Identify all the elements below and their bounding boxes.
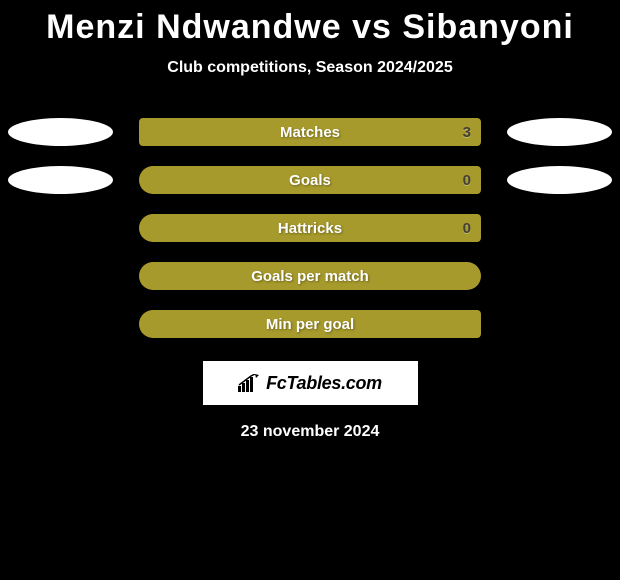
stat-value: 0 [463,172,471,189]
stats-list: Matches 3 Goals 0 Hattricks 0 Goals per match M… [0,117,620,339]
stat-row: Goals per match [0,261,620,291]
barchart-icon [238,374,260,392]
main-container: Menzi Ndwandwe vs Sibanyoni Club competi… [0,0,620,441]
player-right-ellipse [507,118,612,146]
stat-row: Min per goal [0,309,620,339]
stat-value: 3 [463,124,471,141]
stat-row: Goals 0 [0,165,620,195]
stat-bar: Goals 0 [139,166,481,194]
stat-row: Hattricks 0 [0,213,620,243]
stat-label: Goals [289,172,331,189]
stat-bar: Goals per match [139,262,481,290]
page-title: Menzi Ndwandwe vs Sibanyoni [0,8,620,47]
page-date: 23 november 2024 [0,423,620,441]
stat-bar: Hattricks 0 [139,214,481,242]
player-left-ellipse [8,118,113,146]
stat-bar: Min per goal [139,310,481,338]
logo-content: FcTables.com [238,373,382,394]
stat-value: 0 [463,220,471,237]
page-subtitle: Club competitions, Season 2024/2025 [0,59,620,77]
stat-bar: Matches 3 [139,118,481,146]
logo-box[interactable]: FcTables.com [203,361,418,405]
player-left-ellipse [8,166,113,194]
stat-label: Hattricks [278,220,342,237]
stat-row: Matches 3 [0,117,620,147]
stat-label: Min per goal [266,316,354,333]
player-right-ellipse [507,166,612,194]
stat-label: Goals per match [251,268,369,285]
logo-text: FcTables.com [266,373,382,394]
stat-label: Matches [280,124,340,141]
